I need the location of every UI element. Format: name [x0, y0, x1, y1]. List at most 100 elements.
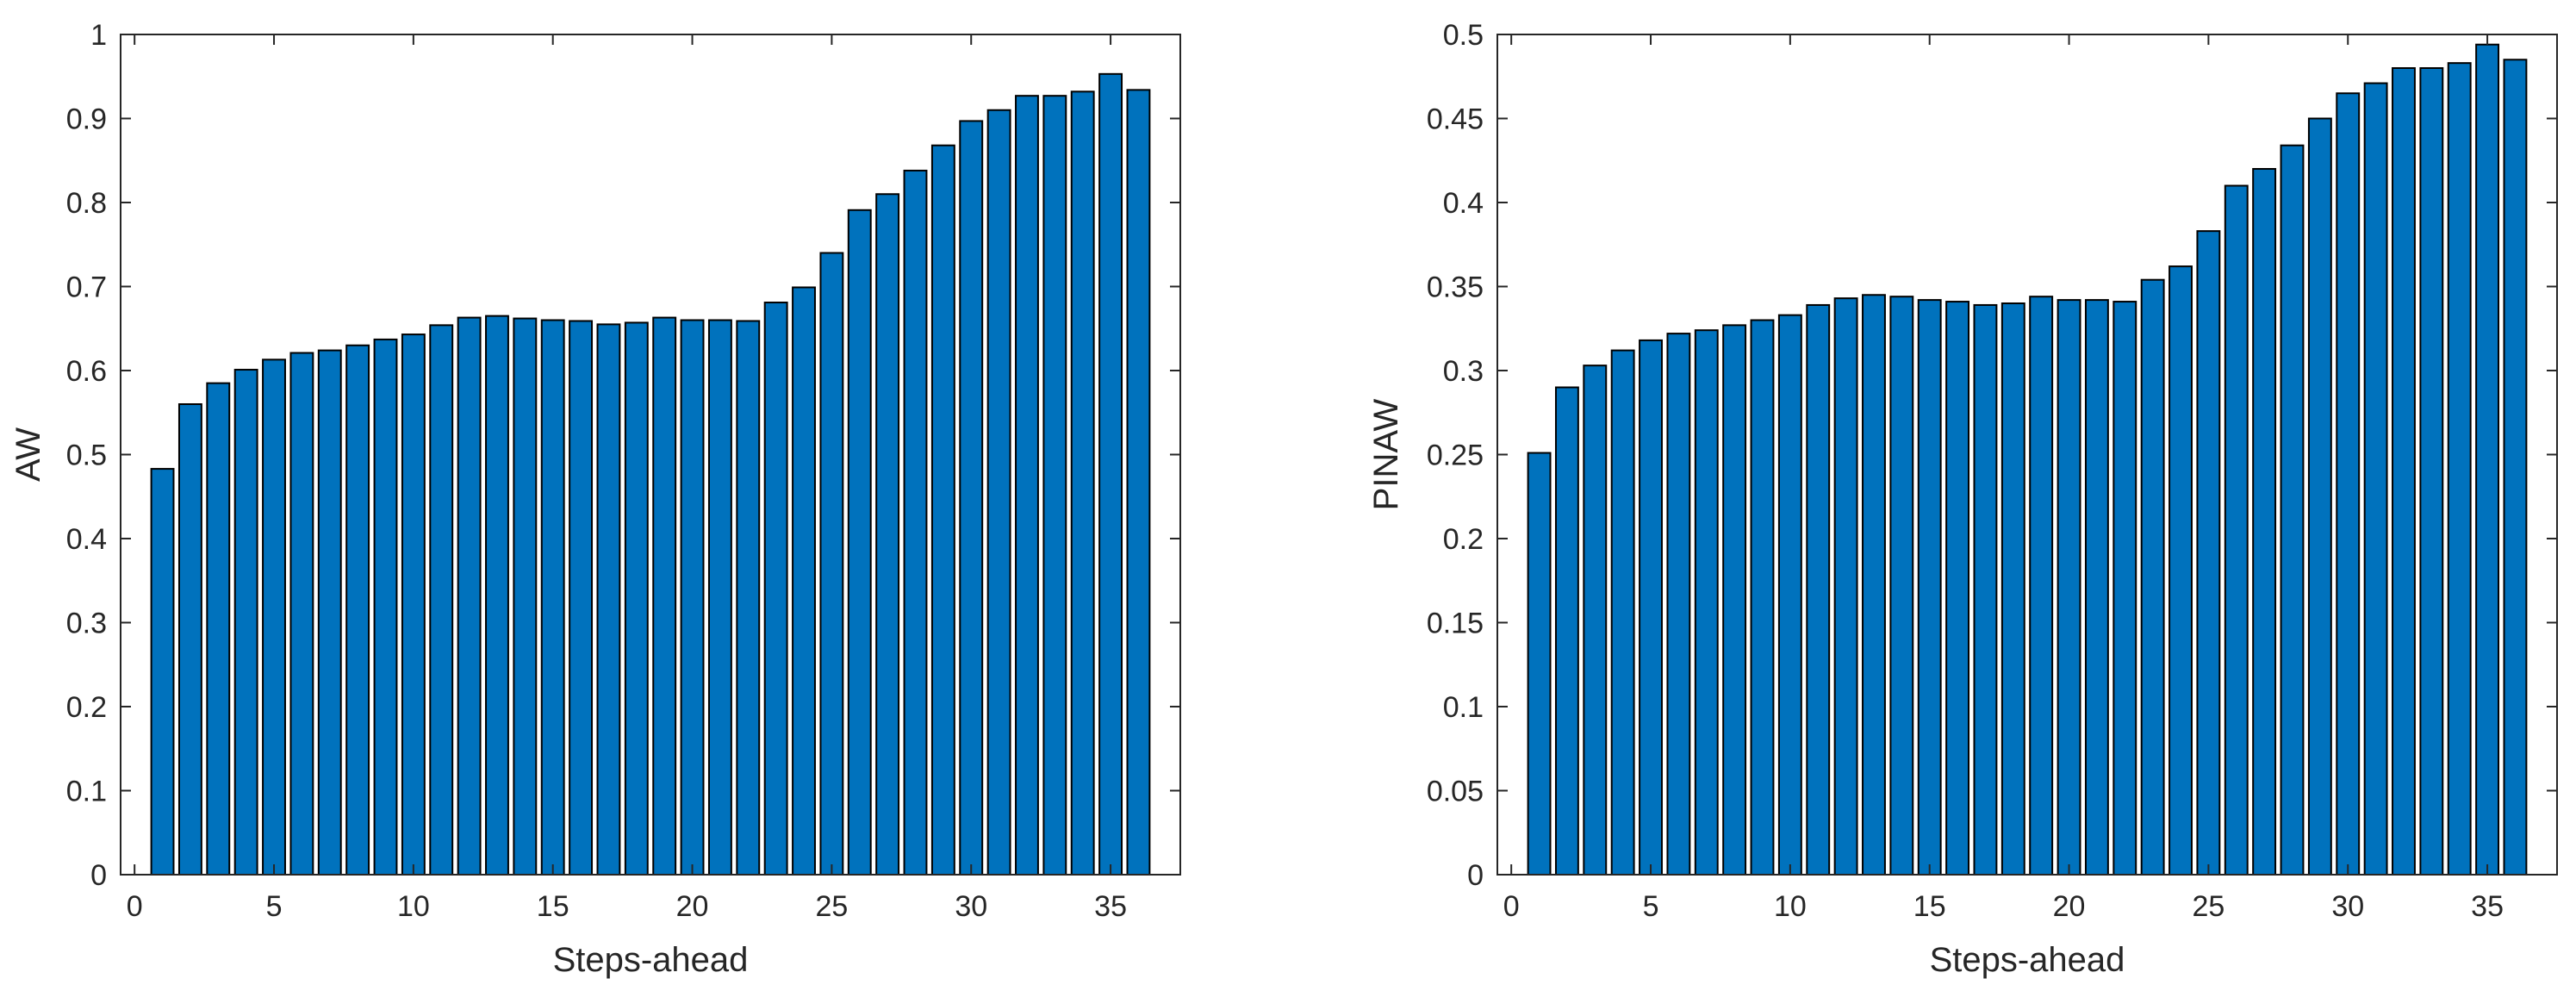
- pinaw-y-tick-label: 0.2: [1443, 523, 1484, 556]
- aw-bar-16: [569, 320, 594, 876]
- aw-bar-7: [317, 349, 342, 876]
- pinaw-bar-3: [1583, 365, 1608, 876]
- aw-bar-1: [150, 468, 175, 876]
- aw-bar-32: [1015, 95, 1039, 876]
- pinaw-bar-35: [2475, 43, 2500, 876]
- pinaw-bar-24: [2168, 265, 2193, 876]
- aw-y-tick-label: 0: [90, 859, 107, 892]
- pinaw-x-tick-label: 25: [2192, 890, 2224, 923]
- aw-x-tick-label: 15: [537, 890, 569, 923]
- aw-y-tick-label: 0.8: [66, 187, 107, 220]
- pinaw-x-tick-label: 5: [1643, 890, 1659, 923]
- aw-bar-8: [345, 344, 370, 876]
- pinaw-bar-20: [2056, 299, 2081, 876]
- pinaw-bar-30: [2336, 92, 2361, 876]
- aw-y-tick-label: 1: [90, 19, 107, 52]
- aw-bar-21: [707, 319, 732, 876]
- aw-x-axis-label: Steps-ahead: [553, 941, 749, 979]
- aw-bar-10: [401, 333, 426, 876]
- pinaw-bar-12: [1833, 297, 1858, 876]
- pinaw-x-axis-label: Steps-ahead: [1930, 941, 2125, 979]
- pinaw-x-tick-label: 30: [2331, 890, 2364, 923]
- pinaw-bar-2: [1554, 386, 1579, 876]
- aw-bar-23: [763, 302, 788, 876]
- aw-bar-31: [986, 109, 1011, 876]
- aw-bar-5: [262, 358, 286, 876]
- aw-y-ticks: 0 0.1 0.2 0.3 0.4 0.5 0.6 0.7 0.8 0.9 1: [66, 19, 1180, 892]
- pinaw-bar-11: [1806, 303, 1831, 876]
- aw-bar-18: [624, 321, 649, 876]
- aw-bar-36: [1126, 89, 1151, 876]
- aw-x-tick-label: 0: [127, 890, 143, 923]
- pinaw-x-tick-label: 20: [2053, 890, 2086, 923]
- aw-bar-26: [847, 209, 872, 876]
- aw-bar-13: [485, 315, 509, 876]
- pinaw-y-tick-label: 0.15: [1427, 608, 1484, 640]
- aw-y-tick-label: 0.2: [66, 691, 107, 724]
- pinaw-bar-19: [2029, 296, 2054, 876]
- pinaw-bar-26: [2224, 184, 2249, 876]
- aw-bar-22: [736, 320, 761, 876]
- pinaw-bar-33: [2419, 67, 2444, 876]
- pinaw-bar-28: [2280, 144, 2305, 876]
- pinaw-bar-32: [2392, 67, 2416, 876]
- aw-y-tick-label: 0.6: [66, 355, 107, 388]
- pinaw-bar-17: [1973, 303, 1998, 876]
- aw-x-tick-label: 5: [266, 890, 283, 923]
- pinaw-y-tick-label: 0: [1467, 859, 1484, 892]
- pinaw-y-tick-label: 0.35: [1427, 271, 1484, 304]
- pinaw-bar-6: [1666, 333, 1691, 876]
- aw-x-tick-label: 35: [1094, 890, 1127, 923]
- pinaw-bar-5: [1639, 339, 1663, 876]
- aw-x-tick-label: 30: [955, 890, 987, 923]
- aw-x-tick-label: 25: [815, 890, 848, 923]
- aw-bar-2: [177, 403, 202, 876]
- aw-bar-20: [680, 319, 705, 876]
- pinaw-bar-27: [2252, 168, 2277, 876]
- aw-bar-29: [930, 144, 955, 876]
- chart-aw: 0 5 10 15 20 25 30 3500.10.20.30.40.50.60.70.80…: [9, 19, 1181, 979]
- aw-x-tick-label: 10: [397, 890, 430, 923]
- pinaw-bar-14: [1889, 296, 1914, 876]
- pinaw-y-tick-label: 0.3: [1443, 355, 1484, 388]
- aw-y-tick-label: 0.9: [66, 103, 107, 136]
- aw-bar-25: [819, 252, 844, 876]
- pinaw-y-tick-label: 0.1: [1443, 691, 1484, 724]
- pinaw-y-tick-label: 0.5: [1443, 19, 1484, 52]
- pinaw-x-tick-label: 10: [1774, 890, 1807, 923]
- aw-bar-30: [959, 120, 984, 876]
- aw-bar-34: [1070, 90, 1095, 876]
- aw-bar-9: [373, 338, 398, 876]
- pinaw-bar-16: [1945, 301, 1970, 876]
- aw-bar-14: [513, 317, 538, 876]
- pinaw-bar-1: [1527, 452, 1552, 876]
- pinaw-bar-22: [2112, 301, 2137, 876]
- pinaw-bar-9: [1750, 319, 1775, 876]
- pinaw-bar-8: [1722, 324, 1747, 876]
- pinaw-bar-34: [2447, 62, 2472, 876]
- pinaw-y-tick-label: 0.25: [1427, 439, 1484, 472]
- aw-bar-3: [206, 382, 231, 876]
- pinaw-bar-29: [2307, 117, 2332, 876]
- pinaw-y-ticks: 0 0.05 0.1 0.15 0.2 0.25 0.3 0.35 0.4 0.45 0.5: [1427, 19, 2557, 892]
- chart-pinaw: 0 5 10 15 20 25 30 35 0 0.05 0.1 0.15 0.2 0.25 0.3 0.35…: [1367, 19, 2558, 979]
- pinaw-bar-4: [1610, 349, 1635, 876]
- aw-bar-35: [1098, 72, 1123, 876]
- aw-y-axis-label: AW: [9, 427, 47, 482]
- aw-bar-15: [540, 319, 565, 876]
- aw-bar-27: [875, 193, 900, 876]
- pinaw-bar-15: [1917, 299, 1942, 876]
- pinaw-x-tick-label: 35: [2471, 890, 2504, 923]
- aw-bar-6: [289, 352, 314, 876]
- pinaw-bar-7: [1694, 329, 1719, 876]
- pinaw-bar-31: [2363, 82, 2388, 876]
- aw-bars: [150, 72, 1151, 876]
- pinaw-y-tick-label: 0.4: [1443, 187, 1484, 220]
- aw-y-tick-label: 0.1: [66, 776, 107, 808]
- aw-bar-12: [457, 316, 482, 876]
- pinaw-bar-10: [1777, 314, 1802, 876]
- aw-x-tick-label: 20: [676, 890, 709, 923]
- aw-bar-4: [233, 369, 258, 876]
- aw-bar-28: [903, 169, 928, 876]
